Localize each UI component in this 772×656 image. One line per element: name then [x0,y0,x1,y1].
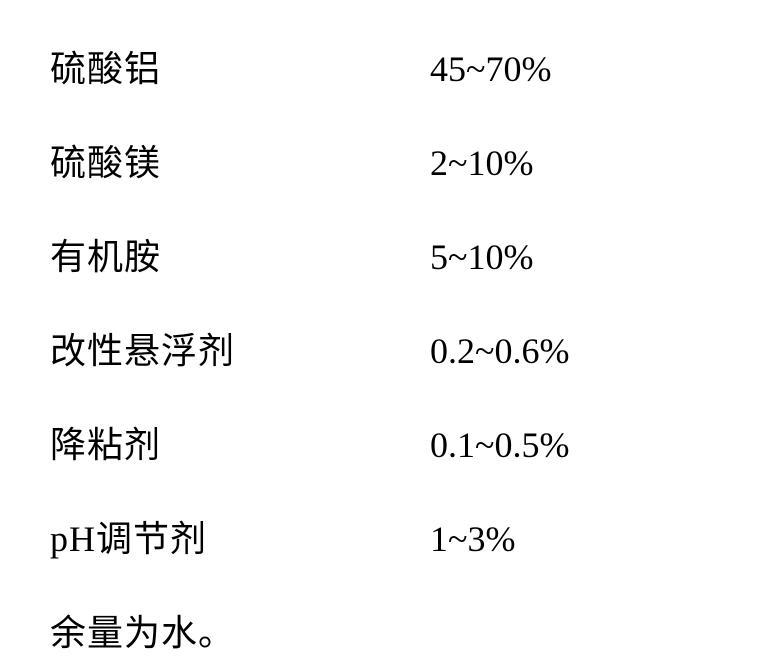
ingredient-label: 改性悬浮剂 [50,322,430,374]
table-row: 改性悬浮剂 0.2~0.6% [50,322,722,374]
ingredient-value: 2~10% [430,142,533,184]
ingredient-value: 1~3% [430,518,515,560]
footer-text: 余量为水。 [50,604,722,656]
ingredient-label: 硫酸镁 [50,134,430,186]
ingredient-value: 45~70% [430,48,551,90]
ingredient-label: 有机胺 [50,228,430,280]
ingredient-value: 0.2~0.6% [430,330,569,372]
ingredient-value: 0.1~0.5% [430,424,569,466]
ingredient-label: 降粘剂 [50,416,430,468]
table-row: 有机胺 5~10% [50,228,722,280]
ingredient-value: 5~10% [430,236,533,278]
composition-table: 硫酸铝 45~70% 硫酸镁 2~10% 有机胺 5~10% 改性悬浮剂 0.2… [50,40,722,656]
table-row: 硫酸铝 45~70% [50,40,722,92]
table-row: pH调节剂 1~3% [50,510,722,562]
table-row: 硫酸镁 2~10% [50,134,722,186]
ingredient-label: 硫酸铝 [50,40,430,92]
ingredient-label: pH调节剂 [50,510,430,562]
table-row: 降粘剂 0.1~0.5% [50,416,722,468]
